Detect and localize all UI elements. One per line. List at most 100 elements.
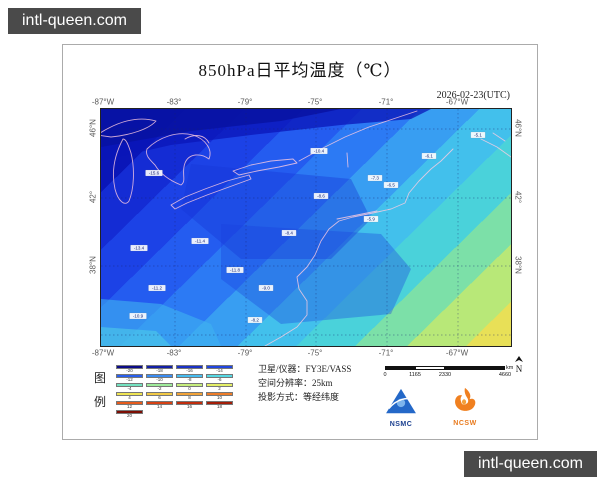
scale-segment-2: [415, 366, 445, 370]
legend-char-1: 图: [93, 371, 106, 385]
axis-tick-label: 42°: [513, 190, 523, 204]
legend-entry: -18: [146, 365, 173, 373]
legend-swatch: [116, 365, 143, 369]
point-label-box: [313, 192, 329, 200]
cold-blob-centerleft: [181, 164, 371, 259]
legend-value: 4: [128, 395, 131, 400]
point-label-value: -10.4: [314, 149, 325, 154]
scale-bar-segments: [385, 366, 505, 370]
legend-title: 图 例: [92, 366, 108, 414]
point-label-box: [363, 215, 379, 223]
lake-superior-outline: [101, 118, 157, 138]
point-label-value: -5.9: [367, 217, 375, 222]
legend-swatch: [116, 401, 143, 405]
nsmc-logo-text: NSMC: [389, 421, 413, 428]
point-label-value: -7.3: [371, 176, 379, 181]
point-label-box: [367, 174, 383, 182]
point-label-box: [191, 237, 209, 245]
scale-tick-value: 0: [383, 372, 387, 378]
legend-entry: -12: [116, 374, 143, 382]
north-arrow-icon: N: [515, 356, 523, 374]
point-label-box: [421, 152, 437, 160]
point-label-box: [383, 181, 399, 189]
point-label-box: [145, 169, 163, 177]
temperature-field: [101, 109, 511, 346]
scale-tick-value: 4660: [498, 372, 512, 378]
temperature-map: -15.6 -10.4 -6.1 -5.1 -7.3 -6.5 -8.6 -5.9 -8.4 -1…: [100, 108, 512, 347]
point-label-value: -6.1: [425, 154, 433, 159]
scale-tick-value: 2330: [438, 372, 452, 378]
nsmc-logo: NSMC: [383, 388, 419, 428]
legend-swatch: [116, 410, 143, 414]
legend-entry: 10: [206, 392, 233, 400]
legend-swatch: [206, 374, 233, 378]
legend-swatch: [176, 374, 203, 378]
point-label-value: -9.0: [262, 286, 270, 291]
north-arrow: N: [512, 355, 526, 375]
legend-swatch: [176, 383, 203, 387]
axis-tick-label: -75°: [307, 97, 323, 107]
legend-entry: -4: [116, 383, 143, 391]
legend-swatch: [176, 401, 203, 405]
legend-swatch: [206, 383, 233, 387]
axis-tick-label: 46°N: [88, 119, 98, 137]
point-label-value: -5.1: [474, 133, 482, 138]
metadata-satellite: 卫星/仪器：FY3E/VASS: [258, 364, 352, 374]
ncsw-logo: NCSW: [448, 387, 482, 427]
lake-ontario-outline: [232, 158, 298, 176]
legend-char-2: 例: [93, 395, 106, 409]
axis-tick-label: 42°: [88, 190, 98, 204]
legend-entry: 18: [206, 401, 233, 409]
legend-value: 12: [126, 404, 132, 409]
legend-swatch: [116, 392, 143, 396]
axis-tick-label: -75°: [307, 348, 323, 358]
legend-entry: -20: [116, 365, 143, 373]
legend-colorbar: -20 -18 -16 -14 -12 -10 -8 -6 -4 -2 0 2 4 6 8 10 12 14 16 1…: [116, 365, 238, 419]
mild-patch-corner: [101, 327, 171, 346]
lake-michigan-outline: [112, 138, 134, 204]
nsmc-logo-icon: [386, 388, 416, 414]
legend-value: -20: [126, 368, 133, 373]
georgian-bay-outline: [184, 135, 210, 144]
legend-swatch: [146, 392, 173, 396]
point-label-value: -11.8: [230, 268, 240, 273]
temperature-point-labels: -15.6 -10.4 -6.1 -5.1 -7.3 -6.5 -8.6 -5.9 -8.4 -1…: [129, 131, 486, 324]
axis-tick-label: -71°: [378, 348, 394, 358]
legend-value: -8: [187, 377, 192, 382]
temperature-field-svg: -15.6 -10.4 -6.1 -5.1 -7.3 -6.5 -8.6 -5.9 -8.4 -1…: [101, 109, 511, 346]
point-label-box: [470, 131, 486, 139]
axis-tick-label: -71°: [378, 97, 394, 107]
graticule: [101, 109, 511, 346]
legend-entry: 6: [146, 392, 173, 400]
legend-value: 20: [126, 413, 132, 418]
axis-tick-label: -83°: [166, 348, 182, 358]
legend-value: -6: [217, 377, 222, 382]
legend-entry: -16: [176, 365, 203, 373]
legend-entry: -14: [206, 365, 233, 373]
legend-value: -18: [156, 368, 163, 373]
legend-value: 10: [216, 395, 222, 400]
lake-huron-outline: [146, 133, 211, 186]
atlantic-coastline: [264, 148, 454, 346]
legend-value: -14: [216, 368, 223, 373]
point-label-box: [258, 284, 274, 292]
watermark-bottom-right: intl-queen.com: [464, 451, 597, 477]
point-label-value: -8.4: [285, 231, 293, 236]
legend-entry: 4: [116, 392, 143, 400]
ncsw-logo-icon: [455, 387, 476, 411]
legend-value: -12: [126, 377, 133, 382]
point-label-value: -10.9: [133, 314, 144, 319]
legend-swatch: [146, 383, 173, 387]
legend-entry: 12: [116, 401, 143, 409]
point-label-box: [226, 266, 244, 274]
legend-entry: 14: [146, 401, 173, 409]
point-label-value: -11.2: [152, 286, 162, 291]
legend-entry: -8: [176, 374, 203, 382]
legend-entry: 16: [176, 401, 203, 409]
legend-value: 18: [216, 404, 222, 409]
point-label-box: [281, 229, 297, 237]
legend-swatch: [116, 383, 143, 387]
legend-swatch: [206, 365, 233, 369]
scale-tick-value: 1165: [409, 372, 421, 378]
legend-value: 0: [188, 386, 191, 391]
